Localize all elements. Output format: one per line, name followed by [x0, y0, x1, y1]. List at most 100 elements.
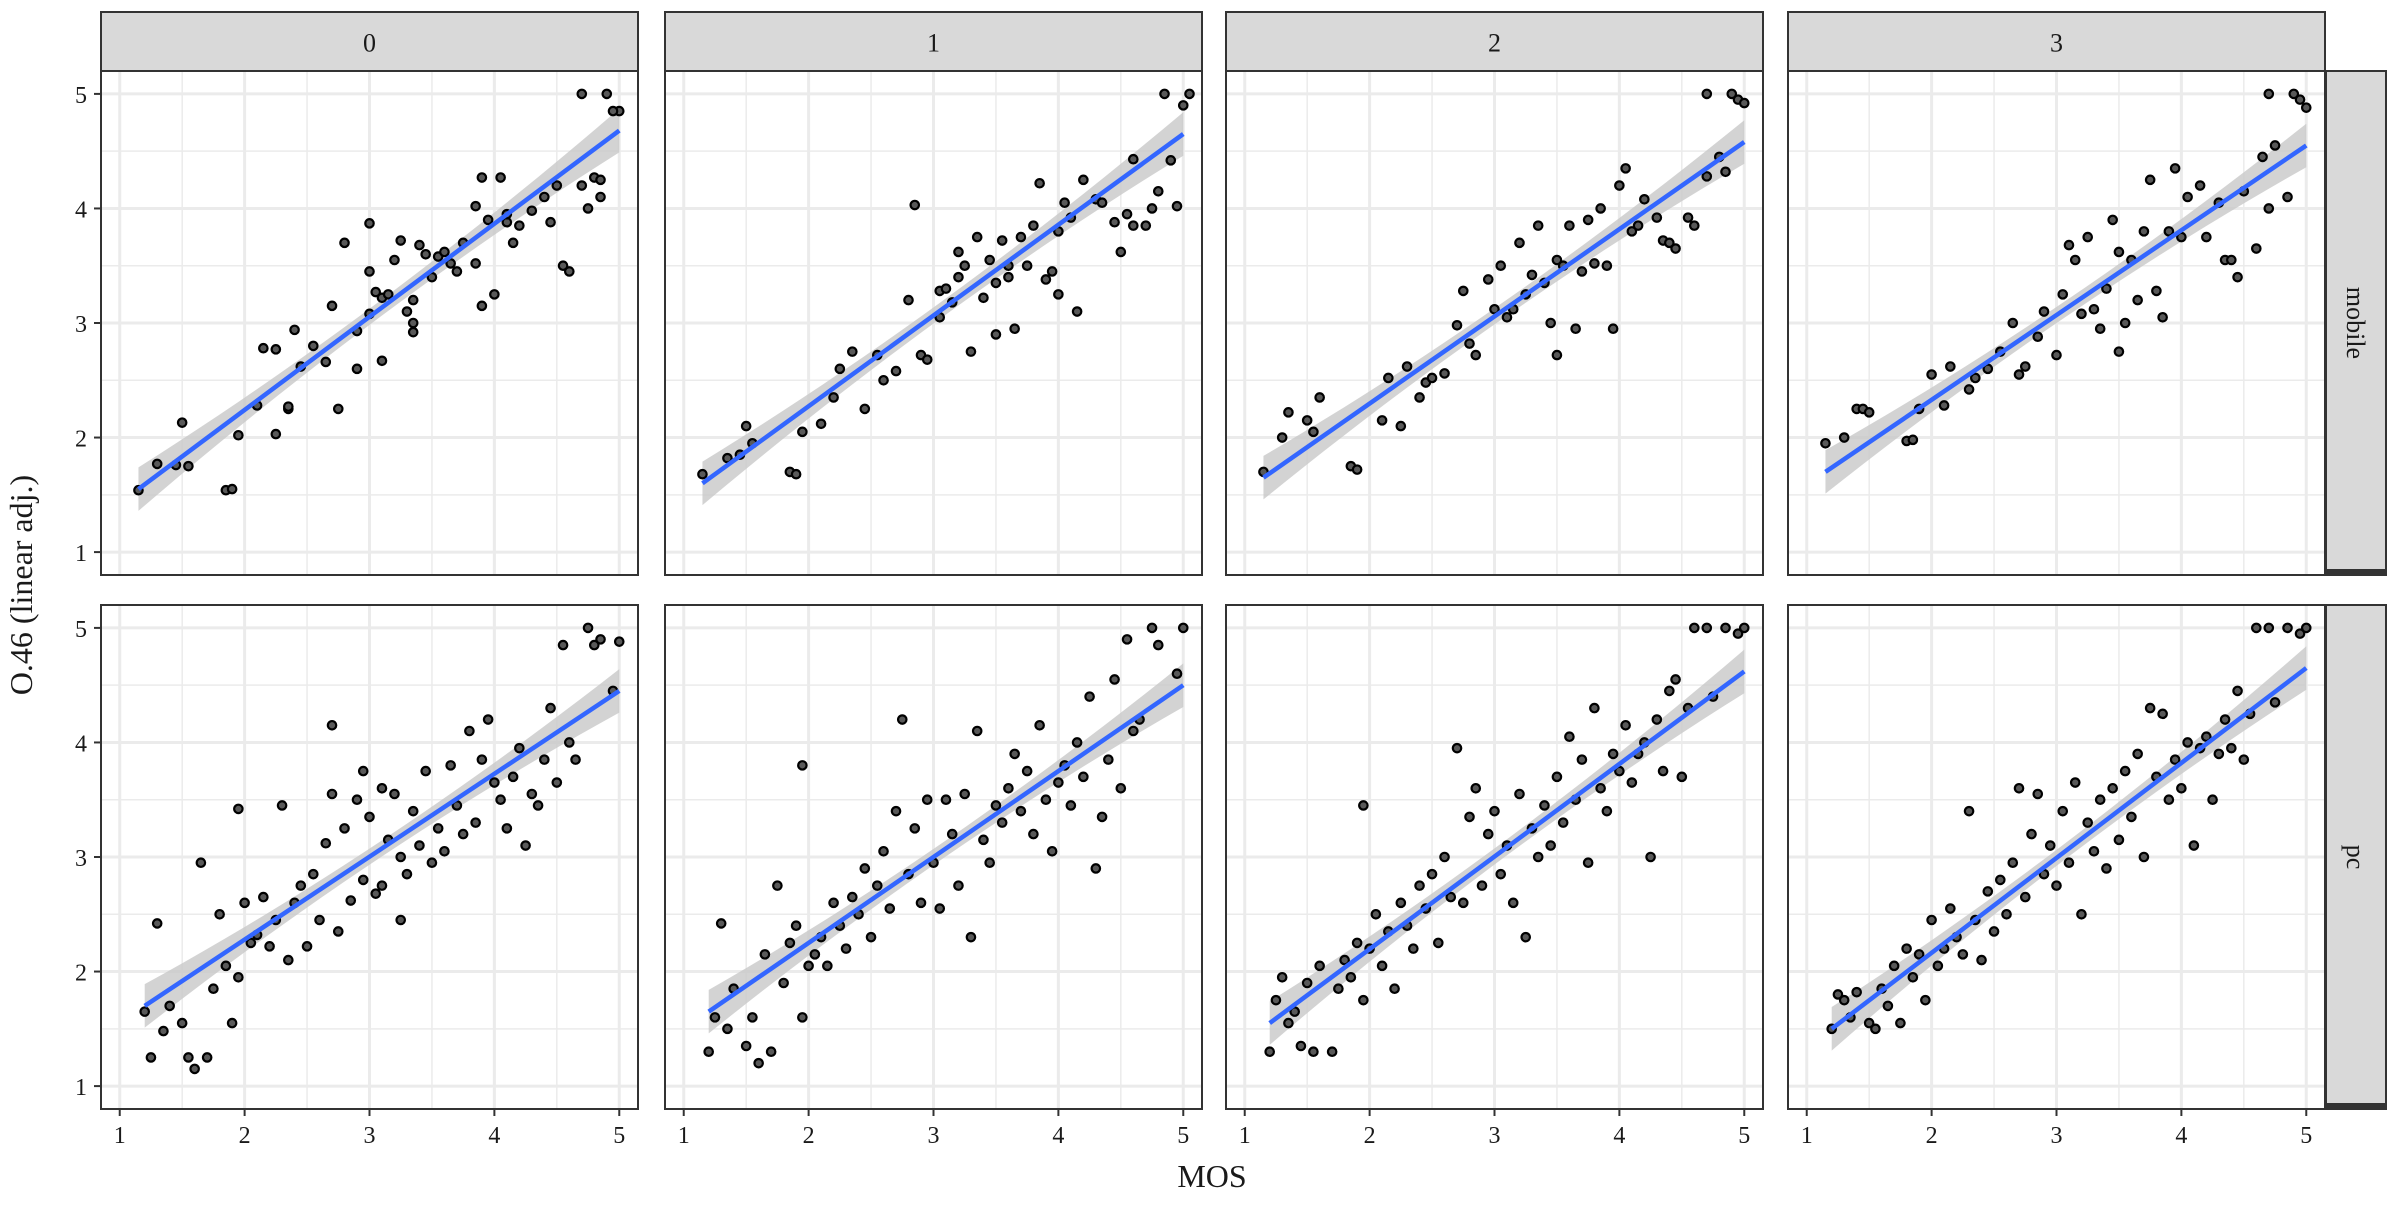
data-point	[495, 794, 506, 806]
x-tick-label: 5	[2300, 1123, 2312, 1149]
data-point	[283, 954, 294, 966]
data-point	[1920, 994, 1931, 1006]
data-point	[1084, 691, 1095, 702]
data-point	[1526, 269, 1538, 281]
data-point	[482, 214, 494, 226]
fit-line	[1268, 669, 1746, 1025]
data-point	[1645, 851, 1656, 863]
data-point	[295, 880, 307, 891]
data-point	[828, 897, 839, 909]
data-point	[2076, 908, 2087, 920]
data-point	[1433, 937, 1444, 949]
data-point	[2113, 346, 2125, 357]
data-point	[765, 1046, 777, 1058]
data-point	[1426, 868, 1438, 880]
data-point	[1726, 88, 1738, 100]
data-point	[314, 914, 325, 926]
data-point	[1146, 203, 1158, 214]
panel-pc-2: 1 2 3 4 5	[1225, 604, 1764, 1149]
data-point	[2163, 226, 2175, 237]
data-point	[395, 914, 407, 926]
data-point	[245, 937, 257, 949]
data-point	[946, 828, 958, 840]
data-point	[470, 200, 481, 212]
data-point	[376, 355, 388, 367]
data-point	[1545, 317, 1556, 329]
data-point	[1938, 400, 1950, 411]
data-point	[1046, 266, 1058, 277]
data-point	[564, 266, 575, 277]
data-point	[990, 800, 1002, 811]
y-tick-label: 4	[75, 731, 87, 757]
panel-mobile-2	[1225, 70, 1764, 576]
data-point	[978, 834, 989, 846]
data-point	[759, 949, 771, 960]
data-point	[1015, 231, 1027, 243]
data-point	[1028, 828, 1039, 840]
data-point	[1582, 214, 1594, 226]
data-point	[996, 817, 1008, 828]
data-point	[1963, 384, 1975, 395]
data-point	[753, 1057, 764, 1069]
data-point	[1140, 220, 1152, 231]
data-point	[364, 266, 375, 277]
data-point	[1040, 274, 1052, 285]
y-axis-label: O.46 (linear adj.)	[3, 475, 39, 695]
data-point	[953, 271, 964, 283]
data-point	[226, 1017, 238, 1029]
data-point	[990, 277, 1002, 289]
data-point	[1895, 1017, 1906, 1029]
data-point	[308, 868, 319, 880]
data-point	[1639, 193, 1650, 205]
data-point	[220, 960, 232, 972]
data-point	[847, 346, 858, 357]
data-point	[1351, 464, 1363, 475]
data-point	[489, 777, 500, 788]
data-point	[457, 828, 469, 840]
col-strip-bg	[1225, 11, 1764, 72]
data-point	[1701, 622, 1713, 634]
row-strip-shadow	[2326, 569, 2386, 575]
data-point	[828, 392, 839, 403]
data-point	[576, 88, 588, 100]
data-point	[595, 634, 606, 645]
data-point	[772, 880, 783, 891]
data-point	[1551, 349, 1563, 361]
data-point	[1445, 891, 1457, 903]
data-point	[1651, 714, 1663, 725]
data-point	[1121, 208, 1133, 220]
row-strip-pc: pc	[2325, 604, 2387, 1110]
panel-pc-3: 1 2 3 4 5	[1787, 604, 2326, 1149]
data-point	[1308, 1046, 1319, 1058]
data-point	[476, 300, 488, 312]
data-point	[915, 897, 927, 909]
data-point	[2213, 748, 2225, 760]
x-tick-label: 2	[239, 1123, 251, 1149]
data-point	[971, 231, 983, 243]
data-point	[2263, 88, 2275, 100]
data-point	[395, 235, 407, 246]
data-point	[339, 237, 350, 249]
x-axis-label: MOS	[1177, 1158, 1246, 1194]
data-point	[258, 891, 269, 903]
data-point	[1345, 971, 1357, 983]
data-point	[582, 622, 594, 634]
data-point	[890, 365, 902, 377]
data-point	[1395, 897, 1407, 909]
data-point	[2144, 174, 2156, 186]
data-point	[1270, 994, 1282, 1006]
data-point	[595, 191, 606, 203]
data-point	[847, 891, 858, 903]
data-point	[890, 805, 902, 817]
col-strip-1: 1	[664, 11, 1203, 72]
data-point	[1276, 432, 1288, 443]
data-point	[439, 246, 450, 258]
data-point	[382, 289, 394, 300]
data-point	[2063, 857, 2075, 869]
data-point	[2157, 708, 2168, 720]
x-tick-label: 1	[1801, 1123, 1813, 1149]
data-point	[884, 903, 896, 914]
data-point	[2163, 794, 2175, 806]
data-point	[176, 1017, 188, 1029]
col-strip-bg	[664, 11, 1203, 72]
